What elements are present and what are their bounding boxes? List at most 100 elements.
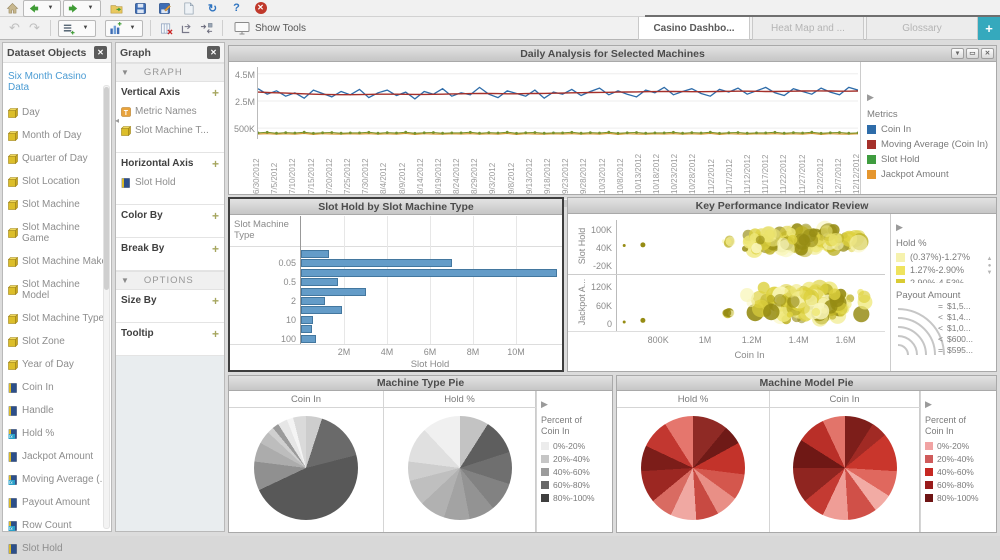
graph-section-header[interactable]: ▼ GRAPH bbox=[116, 63, 224, 82]
dataset-item[interactable]: Slot Machine Make bbox=[3, 250, 111, 273]
pie-chart-coin-in[interactable] bbox=[792, 416, 897, 520]
open-report-button[interactable] bbox=[108, 1, 125, 16]
insert-list-button[interactable] bbox=[60, 21, 77, 36]
show-tools-button[interactable]: Show Tools bbox=[234, 21, 306, 35]
tab-heat-map-and[interactable]: Heat Map and ... bbox=[752, 17, 864, 40]
legend-scrollbar[interactable]: ▲ ● ▼ bbox=[986, 256, 993, 276]
legend-collapse-icon[interactable]: ▶ bbox=[896, 222, 903, 232]
exit-button[interactable]: ✕ bbox=[252, 1, 269, 16]
bar-y-axis-line bbox=[300, 216, 301, 344]
dataset-item[interactable]: Day bbox=[3, 101, 111, 124]
add-field-button[interactable]: + bbox=[211, 294, 219, 308]
legend-item-label: 20%-40% bbox=[553, 453, 590, 464]
daily-chart-area[interactable]: 4.5M 2.5M 500K 6/30/2012 7/5/2012 7/10/2012 7/… bbox=[229, 62, 861, 207]
dataset-item[interactable]: Coin In bbox=[3, 376, 111, 399]
close-icon[interactable]: ✕ bbox=[94, 46, 107, 59]
dataset-item[interactable]: Year of Day bbox=[3, 353, 111, 376]
bar[interactable] bbox=[301, 250, 329, 258]
x-tick-label: 7/15/2012 bbox=[306, 158, 316, 194]
bar[interactable] bbox=[301, 325, 312, 334]
dataset-item[interactable]: fx Row Count bbox=[3, 514, 111, 537]
dataset-scrollbar[interactable] bbox=[103, 85, 110, 529]
pie-chart-coin-in[interactable] bbox=[254, 416, 358, 520]
dataset-item[interactable]: fx Moving Average (... bbox=[3, 468, 111, 491]
daily-plot[interactable] bbox=[257, 67, 858, 139]
pie-chart-hold[interactable] bbox=[641, 416, 745, 520]
dataset-item[interactable]: Slot Zone bbox=[3, 330, 111, 353]
dataset-item[interactable]: Slot Hold bbox=[3, 537, 111, 560]
home-button[interactable] bbox=[4, 1, 21, 16]
add-tab-button[interactable]: + bbox=[978, 17, 1000, 40]
add-field-button[interactable]: + bbox=[211, 157, 219, 171]
graph-field-item[interactable]: T Metric Names bbox=[121, 106, 219, 117]
move-button[interactable] bbox=[198, 21, 215, 36]
dataset-item[interactable]: Slot Machine Model bbox=[3, 273, 111, 307]
graph-field-item[interactable]: Slot Hold bbox=[121, 177, 219, 188]
resize-button[interactable] bbox=[178, 21, 195, 36]
panel-collapse-icon[interactable]: ◂ bbox=[115, 116, 120, 125]
dataset-item[interactable]: Slot Machine Type bbox=[3, 307, 111, 330]
save-button[interactable] bbox=[132, 1, 149, 16]
dataset-item[interactable]: Month of Day bbox=[3, 124, 111, 147]
kpi-subplot[interactable] bbox=[616, 275, 883, 331]
legend-swatch bbox=[896, 278, 905, 283]
dataset-item[interactable]: Slot Machine Game bbox=[3, 216, 111, 250]
bar[interactable] bbox=[301, 306, 342, 315]
legend-collapse-icon[interactable]: ▶ bbox=[541, 399, 548, 409]
forward-button[interactable] bbox=[65, 1, 82, 16]
bar-plot[interactable] bbox=[301, 216, 559, 344]
delete-column-button[interactable] bbox=[158, 21, 175, 36]
bar[interactable] bbox=[301, 315, 313, 324]
bar[interactable] bbox=[301, 268, 557, 277]
dataset-source-link[interactable]: Six Month Casino Data bbox=[8, 71, 87, 93]
undo-button[interactable]: ↶ bbox=[9, 20, 20, 35]
payout-size-arcs bbox=[896, 303, 946, 355]
help-button[interactable]: ? bbox=[233, 2, 240, 14]
pie-chart-hold[interactable] bbox=[407, 416, 512, 520]
close-button[interactable]: ✕ bbox=[981, 48, 994, 59]
dataset-item[interactable]: Slot Machine bbox=[3, 193, 111, 216]
forward-caret-icon[interactable]: ▼ bbox=[87, 5, 94, 11]
dataset-item[interactable]: Handle bbox=[3, 399, 111, 422]
tab-casino-dashbo[interactable]: Casino Dashbo... bbox=[638, 17, 750, 40]
tab-glossary[interactable]: Glossary bbox=[866, 17, 978, 40]
graph-field-item[interactable]: Slot Machine T... bbox=[121, 125, 219, 136]
bar[interactable] bbox=[301, 287, 366, 296]
pie-column-divider bbox=[920, 391, 921, 532]
dataset-item[interactable]: Payout Amount bbox=[3, 491, 111, 514]
measure-icon bbox=[8, 405, 18, 416]
bar[interactable] bbox=[301, 259, 452, 268]
cube-icon bbox=[8, 285, 18, 295]
insert-list-caret-icon[interactable]: ▼ bbox=[82, 25, 89, 31]
bar[interactable] bbox=[301, 278, 338, 287]
close-icon[interactable]: ✕ bbox=[207, 46, 220, 59]
bar[interactable] bbox=[301, 297, 325, 305]
dataset-item[interactable]: Slot Location bbox=[3, 170, 111, 193]
export-button[interactable] bbox=[180, 1, 197, 16]
dataset-item[interactable]: fx Hold % bbox=[3, 422, 111, 445]
add-field-button[interactable]: + bbox=[211, 327, 219, 341]
svg-text:fx: fx bbox=[9, 480, 13, 485]
graph-section-header[interactable]: ▼ OPTIONS bbox=[116, 271, 224, 290]
restore-button[interactable]: ▭ bbox=[966, 48, 979, 59]
legend-collapse-icon[interactable]: ▶ bbox=[925, 399, 932, 409]
save-as-button[interactable] bbox=[156, 1, 173, 16]
kpi-subplot[interactable] bbox=[616, 220, 883, 274]
add-field-button[interactable]: + bbox=[211, 209, 219, 223]
redo-button[interactable]: ↷ bbox=[29, 20, 40, 35]
dataset-item[interactable]: Quarter of Day bbox=[3, 147, 111, 170]
refresh-button[interactable]: ↻ bbox=[207, 2, 218, 15]
insert-chart-button[interactable] bbox=[107, 21, 124, 36]
legend-collapse-icon[interactable]: ▶ bbox=[867, 92, 874, 102]
bar[interactable] bbox=[301, 334, 317, 343]
machine-type-pie-panel: Machine Type Pie ▶ Percent of Coin In 0%… bbox=[228, 375, 613, 533]
add-field-button[interactable]: + bbox=[211, 86, 219, 100]
dataset-item-label: Jackpot Amount bbox=[22, 451, 94, 462]
collapse-button[interactable]: ▾ bbox=[951, 48, 964, 59]
back-caret-icon[interactable]: ▼ bbox=[47, 5, 54, 11]
dataset-item[interactable]: Jackpot Amount bbox=[3, 445, 111, 468]
back-button[interactable] bbox=[25, 1, 42, 16]
add-field-button[interactable]: + bbox=[211, 242, 219, 256]
insert-chart-caret-icon[interactable]: ▼ bbox=[129, 25, 136, 31]
toolbar-main: ▼ ▼ ↻? ✕ bbox=[0, 0, 1000, 17]
